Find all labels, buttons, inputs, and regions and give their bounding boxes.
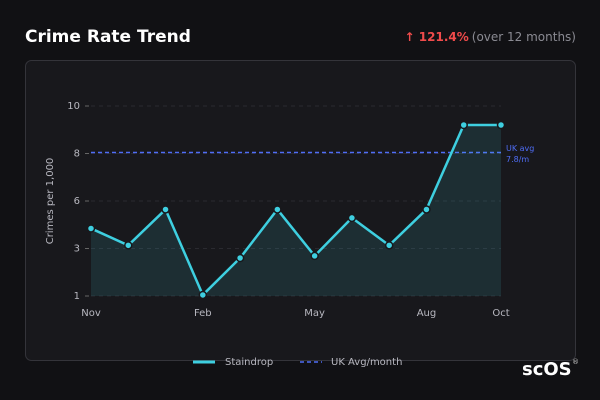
legend-label: UK Avg/month — [331, 357, 402, 368]
logo-mark: ® — [572, 358, 579, 366]
x-tick-label: Feb — [194, 308, 212, 319]
title: Crime Rate Trend — [25, 27, 191, 47]
x-tick-label: Nov — [81, 308, 101, 319]
point — [124, 241, 133, 250]
y-tick-label: 10 — [67, 101, 80, 112]
change: ↑ 121.4% — [405, 30, 469, 44]
x-tick-label: Aug — [417, 308, 437, 319]
chart-card — [25, 60, 576, 361]
logo: scOS — [522, 359, 572, 380]
period: (over 12 months) — [472, 30, 576, 44]
y-axis-label: Crimes per 1,000 — [45, 158, 56, 245]
point — [198, 290, 208, 300]
y-tick-label: 3 — [74, 244, 80, 255]
point — [273, 205, 282, 214]
change-summary: ↑ 121.4% (over 12 months) — [405, 30, 576, 44]
point — [459, 120, 468, 130]
point — [384, 241, 394, 250]
point — [161, 205, 170, 214]
point — [310, 251, 319, 261]
x-tick-label: May — [304, 308, 325, 319]
y-tick-label: 1 — [74, 291, 80, 302]
reference-annotation: UK avg — [506, 144, 534, 153]
point — [347, 213, 357, 223]
y-tick-label: 6 — [74, 196, 80, 207]
point — [86, 224, 96, 233]
area — [91, 125, 501, 296]
y-tick-label: 8 — [74, 149, 80, 160]
point — [422, 205, 431, 214]
point — [496, 120, 506, 130]
reference-annotation: 7.8/m — [506, 155, 529, 164]
legend-label: Staindrop — [225, 357, 273, 368]
line — [90, 123, 501, 297]
point — [235, 253, 245, 263]
x-tick-label: Oct — [492, 308, 509, 319]
